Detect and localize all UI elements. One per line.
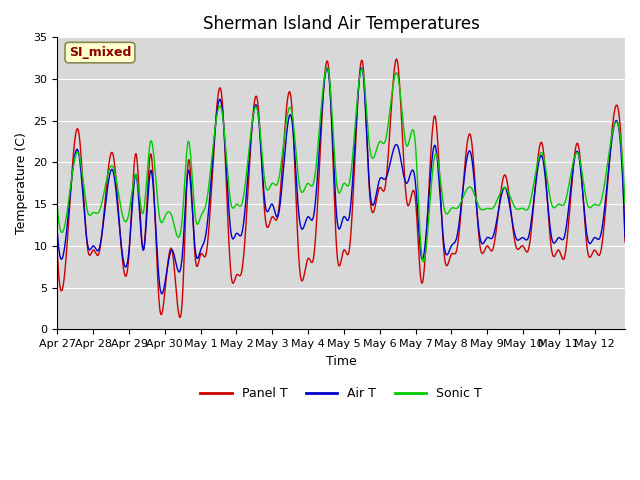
Air T: [604, 174, 612, 180]
Air T: [323, 65, 331, 71]
Air T: [292, 171, 300, 177]
Sonic T: [323, 64, 331, 70]
Panel T: [323, 58, 331, 64]
Air T: [621, 235, 629, 240]
Air T: [54, 230, 61, 236]
Sonic T: [420, 259, 428, 265]
Panel T: [54, 252, 61, 257]
Sonic T: [466, 184, 474, 190]
Panel T: [604, 178, 612, 183]
Panel T: [466, 131, 474, 137]
Panel T: [297, 274, 305, 279]
Air T: [158, 291, 166, 297]
Sonic T: [604, 158, 612, 164]
Legend: Panel T, Air T, Sonic T: Panel T, Air T, Sonic T: [195, 382, 487, 405]
Sonic T: [576, 155, 584, 161]
Sonic T: [621, 201, 629, 207]
Line: Air T: Air T: [58, 68, 625, 294]
Air T: [297, 223, 305, 229]
Text: SI_mixed: SI_mixed: [68, 46, 131, 59]
Line: Sonic T: Sonic T: [58, 67, 625, 262]
Panel T: [393, 56, 401, 62]
Title: Sherman Island Air Temperatures: Sherman Island Air Temperatures: [203, 15, 479, 33]
Air T: [576, 158, 584, 164]
Sonic T: [323, 64, 331, 70]
Line: Panel T: Panel T: [58, 59, 625, 318]
Y-axis label: Temperature (C): Temperature (C): [15, 132, 28, 234]
Air T: [466, 148, 474, 154]
Panel T: [621, 239, 629, 245]
Sonic T: [54, 205, 61, 211]
X-axis label: Time: Time: [326, 355, 356, 368]
Panel T: [292, 194, 300, 200]
Panel T: [576, 151, 584, 156]
Sonic T: [292, 148, 300, 154]
Panel T: [176, 315, 184, 321]
Sonic T: [296, 187, 304, 192]
Air T: [358, 65, 365, 71]
